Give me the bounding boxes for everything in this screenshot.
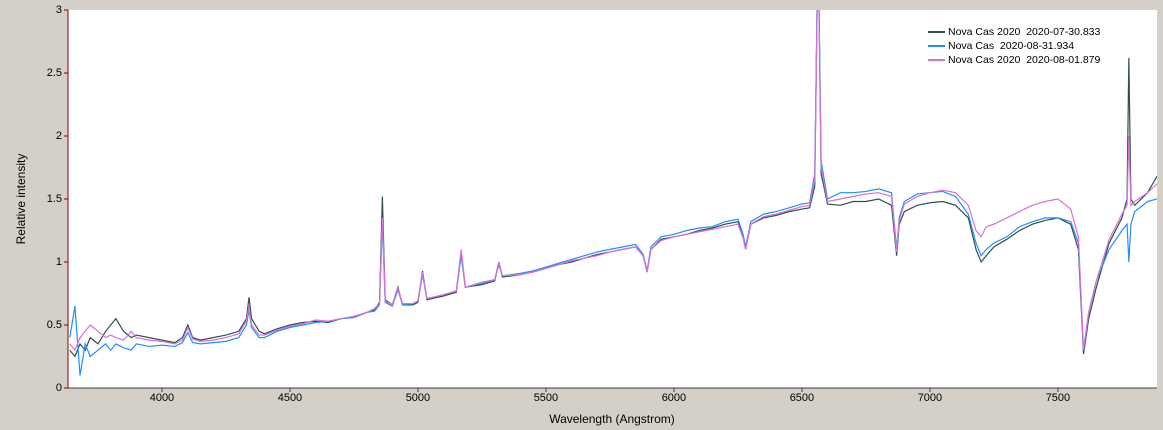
legend-label: Nova Cas 2020-08-31.934	[948, 40, 1074, 52]
y-tick-label: 0.5	[47, 319, 62, 331]
plot-area	[68, 10, 1157, 388]
y-tick-label: 3	[56, 4, 62, 16]
spectrum-line	[69, 10, 1157, 358]
x-axis-label: Wavelength (Angstrom)	[549, 412, 675, 426]
x-tick-label: 5500	[534, 392, 558, 404]
x-tick-label: 7000	[918, 392, 942, 404]
y-tick-label: 2.5	[47, 67, 62, 79]
y-axis-label: Relative intensity	[14, 154, 28, 245]
x-tick-label: 6000	[662, 392, 686, 404]
x-tick-label: 4500	[278, 392, 302, 404]
x-tick-label: 6500	[790, 392, 814, 404]
spectrum-line	[69, 10, 1157, 352]
y-tick-label: 1	[56, 256, 62, 268]
legend-label: Nova Cas 2020 2020-07-30.833	[948, 26, 1101, 38]
plot-lines	[69, 10, 1157, 376]
y-tick-label: 2	[56, 130, 62, 142]
spectrum-line	[69, 10, 1157, 376]
y-tick-label: 0	[56, 382, 62, 394]
x-tick-label: 5000	[406, 392, 430, 404]
y-tick-label: 1.5	[47, 193, 62, 205]
x-tick-label: 7500	[1046, 392, 1070, 404]
x-tick-label: 4000	[150, 392, 174, 404]
legend-label: Nova Cas 2020 2020-08-01.879	[948, 54, 1101, 66]
